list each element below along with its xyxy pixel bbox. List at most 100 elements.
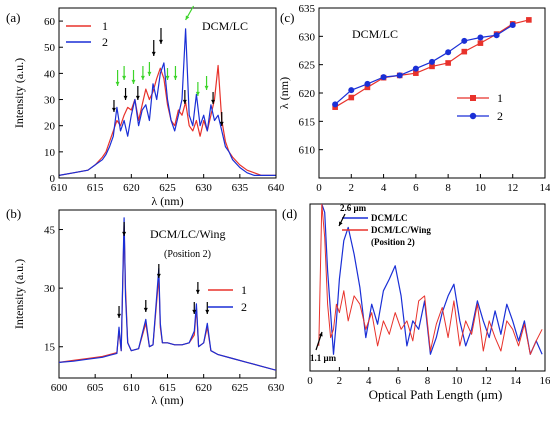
x-tick-label: 2 — [349, 182, 355, 194]
data-point — [509, 22, 516, 28]
data-point — [364, 84, 371, 91]
y-axis-label: Intensity (a.u.) — [12, 259, 26, 329]
data-point — [445, 49, 452, 56]
data-point — [445, 60, 451, 66]
annotation-arrow-head — [339, 221, 343, 226]
peak-arrow-black-head — [205, 309, 210, 314]
legend-label: 2 — [497, 109, 503, 123]
chart-annotation: DCM/LC/Wing — [150, 227, 226, 241]
peak-arrow-green-head — [122, 75, 127, 80]
peak-arrow-black-head — [123, 95, 128, 100]
x-tick-label: 615 — [87, 182, 104, 194]
peak-arrow-black-head — [112, 107, 116, 112]
peak-arrow-green-head — [185, 15, 190, 20]
legend-label: 1 — [241, 283, 247, 297]
x-tick-label: 4 — [381, 182, 387, 194]
x-tick-label: 12 — [481, 375, 492, 387]
peak-arrow-black-head — [182, 99, 187, 104]
y-tick-label: 30 — [44, 95, 56, 107]
y-tick-label: 630 — [299, 31, 316, 43]
y-axis-label: Intensity (a.u.) — [12, 58, 26, 128]
y-tick-label: 625 — [299, 60, 316, 72]
peak-arrow-green-head — [115, 81, 120, 86]
peak-arrow-black-head — [195, 289, 200, 294]
peak-arrow-black-head — [143, 307, 148, 312]
x-tick-label: 0 — [316, 182, 322, 194]
data-point — [526, 17, 532, 23]
peak-arrow-green-head — [147, 71, 152, 76]
series-line-s2 — [59, 217, 276, 371]
x-tick-label: 600 — [51, 382, 68, 394]
legend-label: 1 — [497, 91, 503, 105]
legend-label: DCM/LC/Wing — [371, 225, 431, 235]
plot-frame-0 — [58, 7, 277, 179]
data-point — [429, 63, 435, 70]
y-tick-label: 30 — [44, 283, 56, 295]
x-tick-label: 630 — [195, 182, 212, 194]
panel-label: (c) — [280, 10, 294, 25]
x-tick-label: 640 — [268, 182, 285, 194]
data-point — [364, 80, 371, 87]
x-tick-label: 625 — [159, 182, 176, 194]
data-point — [477, 40, 484, 46]
peak-annotation: 2.6 μm — [340, 203, 367, 213]
x-axis-label: λ (nm) — [151, 393, 183, 407]
x-tick-label: 620 — [195, 382, 212, 394]
series-line-dcm-lc — [321, 204, 543, 355]
x-tick-label: 605 — [87, 382, 104, 394]
data-point — [412, 65, 419, 72]
y-tick-label: 620 — [299, 88, 316, 100]
x-tick-label: 16 — [540, 375, 550, 387]
x-tick-label: 14 — [540, 182, 550, 194]
annotation-arrow-head — [318, 332, 323, 337]
data-point — [380, 74, 387, 81]
legend-marker — [469, 112, 477, 120]
chart-annotation: DCM/LC — [352, 27, 398, 41]
legend-marker — [470, 95, 476, 101]
peak-arrow-black-head — [135, 95, 140, 100]
y-tick-label: 45 — [44, 225, 56, 237]
y-tick-label: 0 — [50, 173, 56, 185]
peak-arrow-green-head — [195, 91, 200, 96]
peak-arrow-green-head — [140, 75, 145, 80]
y-tick-label: 10 — [44, 147, 56, 159]
x-tick-label: 10 — [475, 182, 487, 194]
y-tick-label: 610 — [299, 145, 316, 157]
y-tick-label: 15 — [44, 342, 56, 354]
y-tick-label: 40 — [44, 68, 56, 80]
series-line-dcm-lc-wing — [318, 204, 543, 355]
peak-arrow-green-head — [131, 79, 136, 84]
panel-label: (a) — [6, 10, 20, 25]
data-point — [396, 72, 403, 79]
x-tick-label: 6 — [413, 182, 419, 194]
x-tick-label: 635 — [232, 182, 249, 194]
x-axis-label: λ (nm) — [151, 194, 183, 208]
legend-label: 1 — [102, 19, 108, 33]
peak-arrow-black-head — [192, 309, 197, 314]
peak-arrow-black-head — [219, 121, 224, 126]
peak-arrow-green-head — [204, 85, 209, 90]
data-point — [477, 34, 484, 41]
peak-arrow-black-head — [151, 51, 156, 56]
data-point — [348, 87, 355, 94]
y-axis-label: λ (nm) — [277, 77, 291, 109]
x-tick-label: 2 — [337, 375, 343, 387]
x-tick-label: 610 — [123, 382, 140, 394]
peak-arrow-green-head — [165, 75, 170, 80]
peak-annotation: 1.1 μm — [310, 353, 337, 363]
x-tick-label: 10 — [451, 375, 463, 387]
x-tick-label: 12 — [507, 182, 518, 194]
x-tick-label: 625 — [232, 382, 249, 394]
peak-arrow-black-head — [156, 273, 161, 278]
legend-label: 2 — [241, 300, 247, 314]
series-line-s1 — [59, 64, 276, 176]
x-tick-label: 14 — [510, 375, 522, 387]
data-point — [461, 37, 468, 44]
y-tick-label: 20 — [44, 121, 56, 133]
data-point — [348, 94, 355, 101]
x-axis-label: Optical Path Length (μm) — [369, 387, 503, 402]
y-tick-label: 635 — [299, 3, 316, 15]
data-point — [461, 48, 468, 55]
chart-annotation-2: (Position 2) — [164, 249, 211, 260]
y-tick-label: 60 — [44, 16, 56, 28]
